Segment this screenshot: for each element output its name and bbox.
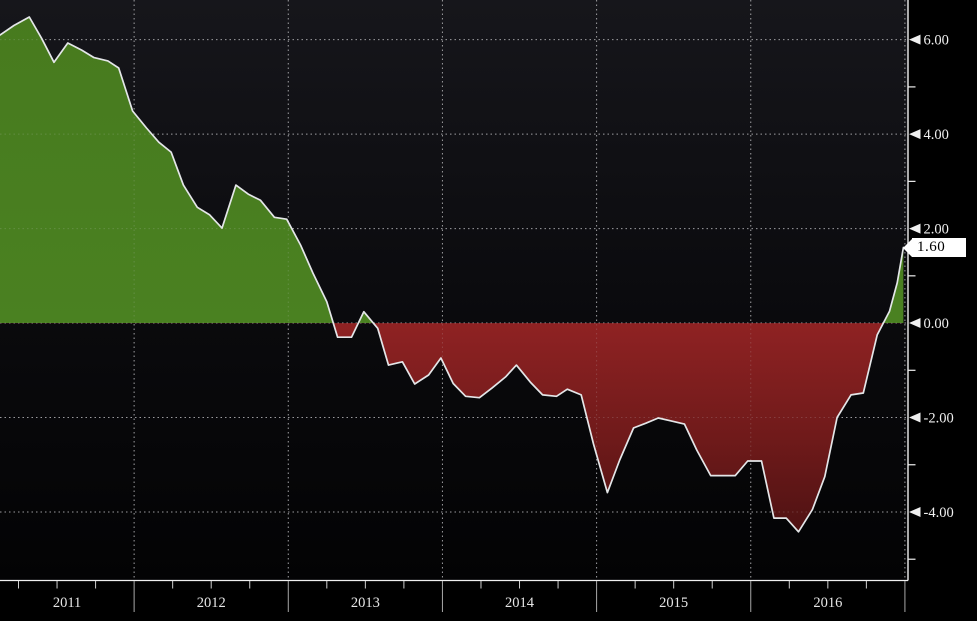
x-axis-year-label: 2016 xyxy=(813,595,842,611)
y-axis-label: -4.00 xyxy=(924,505,954,521)
y-axis-label: -2.00 xyxy=(924,411,954,427)
data-line-layer xyxy=(0,16,905,533)
y-tick-arrow-icon xyxy=(909,412,921,423)
axis-labels-layer: 6.00 4.00 2.00 0.00 -2.00 -4.00 2011 2012 2013 20… xyxy=(53,33,954,611)
x-axis-year-label: 2011 xyxy=(53,595,81,611)
area-fill-layer xyxy=(0,17,904,532)
axes-layer xyxy=(0,0,921,612)
x-axis-year-label: 2014 xyxy=(505,595,535,611)
y-axis-label: 4.00 xyxy=(924,127,949,143)
positive-area-fill xyxy=(0,17,904,324)
gridlines-over-layer xyxy=(0,0,908,580)
y-tick-arrow-icon xyxy=(909,223,921,234)
x-axis-year-label: 2013 xyxy=(351,595,380,611)
y-axis-label: 2.00 xyxy=(924,222,949,238)
y-tick-arrow-icon xyxy=(909,129,921,140)
x-axis-year-label: 2012 xyxy=(197,595,226,611)
y-tick-arrow-icon xyxy=(909,34,921,45)
x-axis-year-label: 2015 xyxy=(659,595,688,611)
data-line xyxy=(0,16,905,533)
y-tick-arrow-icon xyxy=(909,506,921,517)
y-axis-label: 0.00 xyxy=(924,316,949,332)
negative-area-fill xyxy=(0,323,904,532)
y-tick-arrow-icon xyxy=(909,318,921,329)
y-axis-label: 6.00 xyxy=(924,33,949,49)
